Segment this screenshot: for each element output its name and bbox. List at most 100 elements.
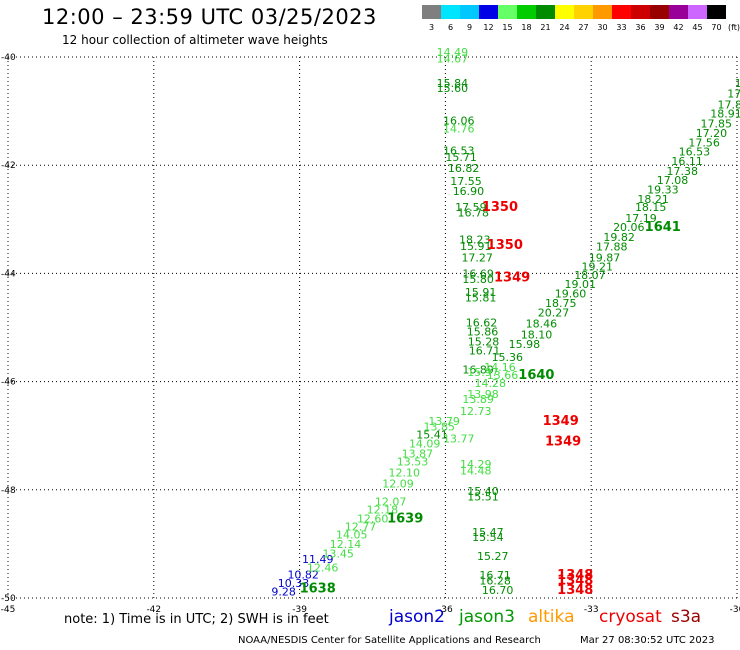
wave-height-label: 13.87 xyxy=(402,447,434,460)
wave-height-label: 17.59 xyxy=(455,201,487,214)
wave-height-label: 12.14 xyxy=(330,538,362,551)
legend-swatch xyxy=(460,5,479,19)
wave-height-label: 12.07 xyxy=(375,495,407,508)
page-title: 12:00 – 23:59 UTC 03/25/2023 xyxy=(42,5,377,29)
wave-height-label: 16.06 xyxy=(443,115,475,128)
wave-height-label: 19.33 xyxy=(647,183,679,196)
wave-height-label: 12.73 xyxy=(460,405,492,418)
wave-height-label: 13.53 xyxy=(397,455,429,468)
legend-swatch xyxy=(479,5,498,19)
wave-height-label: 16.62 xyxy=(466,316,498,329)
wave-height-label: 18.07 xyxy=(574,269,606,282)
page-subtitle: 12 hour collection of altimeter wave hei… xyxy=(62,33,328,47)
wave-height-label: 15.80 xyxy=(462,273,494,286)
wave-height-label: 18.10 xyxy=(521,328,553,341)
legend-label: 15 xyxy=(502,23,513,32)
wave-height-label: 17.49 xyxy=(735,77,740,90)
pass-time-labels: 1638 1639 1640 1641 1350 1350 1349 1349 1349 1348… xyxy=(300,200,681,598)
wave-height-label: 19.21 xyxy=(581,261,613,274)
pass-time-label: 1350 xyxy=(487,238,523,253)
wave-height-label: 12.10 xyxy=(389,466,421,479)
wave-height-label: 19.60 xyxy=(555,288,587,301)
wave-height-label: 17.85 xyxy=(718,98,740,111)
pass-time-label: 1350 xyxy=(482,200,518,215)
legend-label: 30 xyxy=(597,23,608,32)
lon-tick-label: -36 xyxy=(438,605,453,615)
legend-swatch xyxy=(650,5,669,19)
wave-height-label: 15.91 xyxy=(465,286,497,299)
legend-swatch xyxy=(498,5,517,19)
wave-height-label: 14.49 xyxy=(437,46,469,59)
wave-height-label: 15.81 xyxy=(465,292,497,305)
generated-timestamp: Mar 27 08:30:52 UTC 2023 xyxy=(580,635,715,646)
wave-height-label: 18.23 xyxy=(459,234,491,247)
wave-height-label: 18.75 xyxy=(545,297,577,310)
legend-unit: (ft) xyxy=(728,23,740,32)
legend-swatch xyxy=(574,5,593,19)
wave-height-label: 19.01 xyxy=(564,278,596,291)
legend-swatch xyxy=(593,5,612,19)
wave-height-label: 15.36 xyxy=(492,351,524,364)
legend-swatch xyxy=(441,5,460,19)
pass-time-label: 1348 xyxy=(557,573,593,588)
legend-label: 36 xyxy=(635,23,646,32)
wave-height-label: 19.87 xyxy=(589,251,621,264)
legend-label: 39 xyxy=(654,23,665,32)
wave-height-points: 9.2810.3310.8211.4912.4613.4512.1414.051… xyxy=(271,46,740,598)
pass-time-label: 1349 xyxy=(494,271,530,286)
wave-height-label: 18.15 xyxy=(635,201,667,214)
pass-time-label: 1349 xyxy=(543,414,579,429)
legend-swatch xyxy=(422,5,441,19)
wave-height-label: 11.49 xyxy=(302,553,334,566)
wave-height-label: 13.98 xyxy=(467,388,499,401)
legend-label: 3 xyxy=(428,23,435,32)
wave-height-label: 13.77 xyxy=(443,433,475,446)
wave-height-label: 15.84 xyxy=(437,77,469,90)
wave-height-label: 14.05 xyxy=(336,528,368,541)
satellite-jason3: jason3 xyxy=(459,607,515,627)
wave-height-label: 19.82 xyxy=(603,231,635,244)
wave-height-label: 16.89 xyxy=(462,363,494,376)
legend-swatch xyxy=(707,5,726,19)
wave-height-label: 17.08 xyxy=(657,174,689,187)
wave-height-label: 12.18 xyxy=(367,504,399,517)
grid-layer xyxy=(7,56,738,599)
wave-height-label: 14.16 xyxy=(484,361,516,374)
wave-height-label: 17.38 xyxy=(667,165,699,178)
credit-line: NOAA/NESDIS Center for Satellite Applica… xyxy=(238,635,541,646)
wave-height-label: 16.53 xyxy=(443,144,475,157)
lat-tick-label: -42 xyxy=(1,161,16,171)
pass-time-label: 1641 xyxy=(645,220,681,235)
lat-tick-label: -46 xyxy=(1,378,16,388)
wave-height-label: 18.46 xyxy=(526,318,558,331)
wave-height-label: 15.27 xyxy=(477,550,509,563)
wave-height-label: 17.19 xyxy=(625,212,657,225)
pass-time-label: 1639 xyxy=(387,511,423,526)
wave-height-label: 16.90 xyxy=(453,185,485,198)
wave-height-label: 17.27 xyxy=(461,251,493,264)
satellite-jason2: jason2 xyxy=(389,607,445,627)
wave-height-label: 14.48 xyxy=(460,465,492,478)
wave-height-label: 13.66 xyxy=(487,369,518,382)
wave-height-label: 18.91 xyxy=(710,108,740,121)
legend-label: 9 xyxy=(466,23,473,32)
wave-height-label: 15.98 xyxy=(509,338,540,351)
wave-height-label: 15.54 xyxy=(472,531,504,544)
legend-label: 21 xyxy=(540,23,551,32)
pass-time-label: 1348 xyxy=(557,583,593,598)
wave-height-label: 17.85 xyxy=(701,117,733,130)
wave-height-label: 13.79 xyxy=(428,415,460,428)
wave-height-label: 17.88 xyxy=(596,241,628,254)
footer-note: note: 1) Time is in UTC; 2) SWH is in fe… xyxy=(64,612,329,627)
legend-label: 12 xyxy=(483,23,494,32)
wave-height-label: 15.47 xyxy=(472,526,504,539)
wave-height-label: 16.70 xyxy=(482,584,513,597)
pass-time-label: 1348 xyxy=(557,568,593,583)
lat-tick-label: -40 xyxy=(1,53,16,63)
legend-label: 24 xyxy=(559,23,570,32)
legend-swatch xyxy=(555,5,574,19)
legend-label: 42 xyxy=(673,23,684,32)
legend-label: 18 xyxy=(521,23,532,32)
wave-height-label: 9.28 xyxy=(271,585,296,598)
wave-height-label: 14.09 xyxy=(409,438,441,451)
